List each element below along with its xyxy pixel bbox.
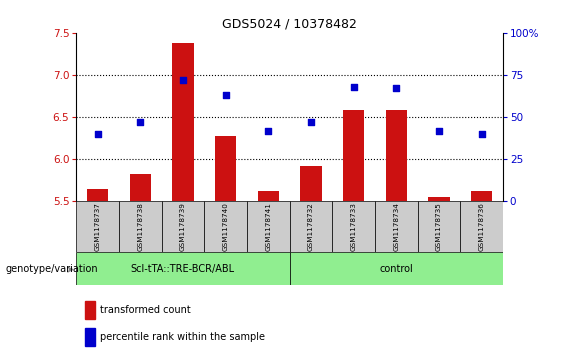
Text: GSM1178732: GSM1178732 [308,203,314,251]
Text: percentile rank within the sample: percentile rank within the sample [100,332,265,342]
Bar [290,201,332,252]
Point [221,92,230,98]
Bar [87,189,108,201]
Bar [332,201,375,252]
Bar [76,201,119,252]
Bar [258,191,279,201]
Point [392,85,401,91]
Text: GSM1178740: GSM1178740 [223,203,229,251]
Bar [215,136,236,201]
Title: GDS5024 / 10378482: GDS5024 / 10378482 [222,17,357,30]
Point [136,119,145,125]
Bar [471,191,492,201]
Point [306,119,315,125]
Text: GSM1178735: GSM1178735 [436,203,442,251]
Bar [290,252,503,285]
Text: Scl-tTA::TRE-BCR/ABL: Scl-tTA::TRE-BCR/ABL [131,264,235,274]
Bar [85,328,95,346]
Bar [172,43,194,201]
Bar [205,201,247,252]
Bar [418,201,460,252]
Text: transformed count: transformed count [100,305,190,315]
Text: GSM1178734: GSM1178734 [393,203,399,251]
Bar [129,175,151,201]
Point [179,77,188,83]
Text: GSM1178741: GSM1178741 [265,203,271,251]
Bar [162,201,205,252]
Text: genotype/variation: genotype/variation [6,264,98,274]
Bar [343,110,364,201]
Text: GSM1178737: GSM1178737 [94,203,101,251]
Text: GSM1178739: GSM1178739 [180,203,186,251]
Bar [375,201,418,252]
Point [349,84,358,90]
Point [477,131,486,137]
Bar [300,166,321,201]
Point [93,131,102,137]
Bar [76,252,289,285]
Text: GSM1178738: GSM1178738 [137,203,144,251]
Text: GSM1178736: GSM1178736 [479,203,485,251]
Text: control: control [379,264,413,274]
Bar [428,197,450,201]
Point [434,128,444,134]
Bar [119,201,162,252]
Bar [85,301,95,319]
Bar [460,201,503,252]
Bar [247,201,290,252]
Text: GSM1178733: GSM1178733 [350,203,357,251]
Point [264,128,273,134]
Bar [385,110,407,201]
